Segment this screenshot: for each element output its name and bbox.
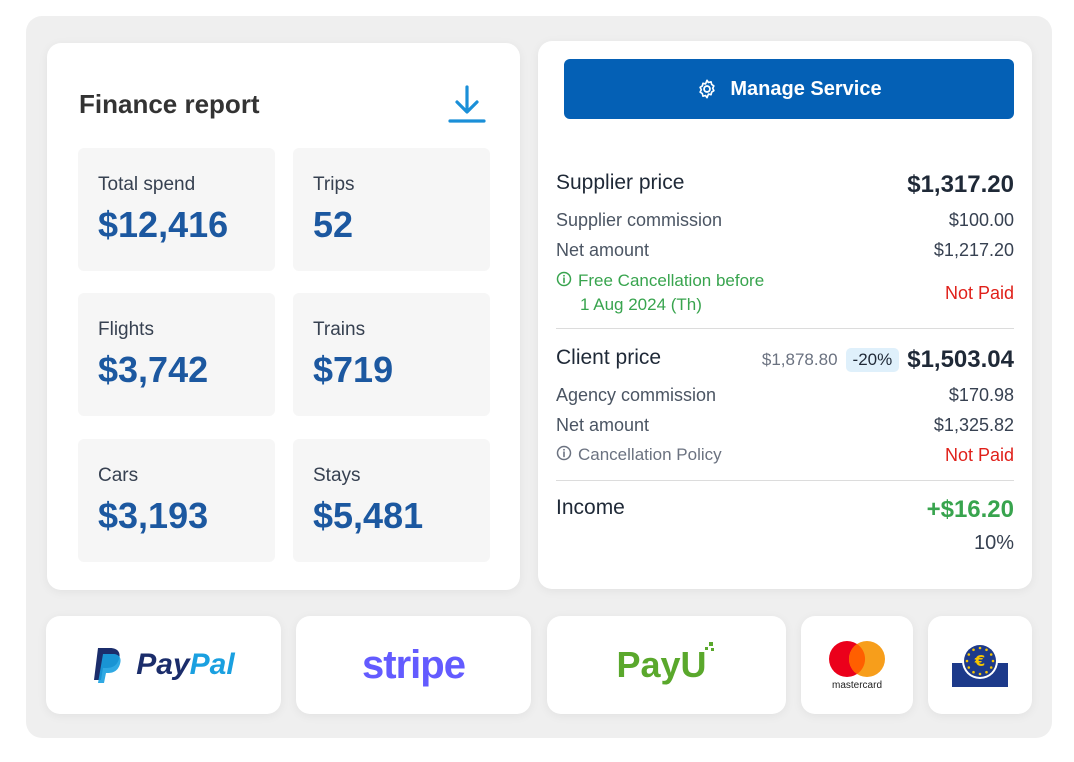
- supplier-net-value: $1,217.20: [933, 240, 1014, 260]
- download-icon[interactable]: [447, 83, 487, 127]
- paypal-icon: [94, 648, 121, 683]
- tile-value: $3,742: [98, 349, 209, 390]
- mastercard-logo-card: mastercard: [801, 616, 913, 714]
- svg-text:€: €: [974, 652, 985, 670]
- paypal-text-b: Pal: [189, 648, 235, 681]
- client-net-value: $1,325.82: [933, 415, 1014, 435]
- euro-bank-icon: €: [952, 643, 1008, 687]
- tile-stays: Stays $5,481: [293, 439, 490, 562]
- supplier-status-badge: Not Paid: [944, 283, 1014, 303]
- supplier-net-row: Net amount $1,217.20: [556, 240, 1014, 264]
- income-value: +$16.20: [926, 496, 1014, 523]
- tile-value: $12,416: [98, 204, 229, 245]
- client-price-value: $1,503.04: [907, 346, 1014, 373]
- info-icon: [556, 445, 572, 461]
- income-percent: 10%: [973, 532, 1014, 554]
- client-price-row: Client price $1,878.80 -20% $1,503.04: [556, 346, 1014, 376]
- free-cancellation-row: Free Cancellation before 1 Aug 2024 (Th)…: [556, 269, 1014, 319]
- tile-label: Trains: [313, 319, 366, 340]
- divider: [556, 328, 1014, 329]
- stripe-logo: stripe: [362, 642, 466, 687]
- manage-service-button[interactable]: Manage Service: [564, 59, 1014, 119]
- supplier-price-label: Supplier price: [556, 171, 685, 194]
- mastercard-text: mastercard: [831, 679, 882, 691]
- tile-flights: Flights $3,742: [78, 293, 275, 416]
- tile-total-spend: Total spend $12,416: [78, 148, 275, 271]
- paypal-logo-card: PayPal: [46, 616, 281, 714]
- info-icon: [556, 271, 572, 287]
- income-label: Income: [556, 496, 625, 519]
- cancellation-policy-row: Cancellation Policy Not Paid: [556, 445, 1014, 469]
- gear-icon: [699, 79, 716, 99]
- free-cancellation-note[interactable]: Free Cancellation before 1 Aug 2024 (Th): [556, 269, 764, 317]
- tile-trains: Trains $719: [293, 293, 490, 416]
- supplier-commission-row: Supplier commission $100.00: [556, 210, 1014, 234]
- finance-report-card: Finance report Total spend $12,416 Trips…: [47, 43, 520, 590]
- mastercard-icon: [829, 640, 885, 677]
- client-status-badge: Not Paid: [944, 445, 1014, 465]
- free-cancellation-line2: 1 Aug 2024 (Th): [580, 295, 702, 314]
- manage-service-label: Manage Service: [730, 77, 882, 100]
- discount-badge: -20%: [845, 348, 900, 372]
- cancellation-policy-link[interactable]: Cancellation Policy: [556, 445, 722, 465]
- tile-label: Cars: [98, 465, 139, 486]
- supplier-price-row: Supplier price $1,317.20: [556, 171, 1014, 201]
- client-original-price: $1,878.80: [761, 350, 838, 369]
- payu-logo: PayU: [616, 644, 707, 685]
- tile-value: 52: [313, 204, 354, 245]
- tile-value: $5,481: [313, 495, 424, 536]
- supplier-commission-value: $100.00: [948, 210, 1014, 230]
- divider: [556, 480, 1014, 481]
- tile-value: $719: [313, 349, 394, 390]
- stripe-logo-card: stripe: [296, 616, 531, 714]
- cancellation-policy-label: Cancellation Policy: [578, 445, 722, 464]
- tile-value: $3,193: [98, 495, 209, 536]
- client-net-label: Net amount: [556, 415, 650, 435]
- finance-report-title: Finance report: [79, 89, 260, 119]
- tile-label: Trips: [313, 174, 355, 195]
- income-row: Income +$16.20 10%: [556, 496, 1014, 556]
- tile-trips: Trips 52: [293, 148, 490, 271]
- payu-logo-card: PayU: [547, 616, 786, 714]
- euro-logo-card: €: [928, 616, 1032, 714]
- agency-commission-label: Agency commission: [556, 385, 717, 405]
- tile-cars: Cars $3,193: [78, 439, 275, 562]
- supplier-price-value: $1,317.20: [907, 171, 1014, 198]
- tile-label: Flights: [98, 319, 154, 340]
- supplier-commission-label: Supplier commission: [556, 210, 723, 230]
- tile-label: Stays: [313, 465, 361, 486]
- client-net-row: Net amount $1,325.82: [556, 415, 1014, 439]
- pricing-card: Manage Service Supplier price $1,317.20 …: [538, 41, 1032, 589]
- agency-commission-value: $170.98: [948, 385, 1014, 405]
- free-cancellation-line1: Free Cancellation before: [578, 271, 765, 290]
- payu-accent-icon: [704, 642, 714, 651]
- supplier-net-label: Net amount: [556, 240, 650, 260]
- client-price-label: Client price: [556, 346, 662, 369]
- paypal-text-a: Pay: [136, 648, 190, 681]
- tile-label: Total spend: [98, 174, 196, 195]
- agency-commission-row: Agency commission $170.98: [556, 385, 1014, 409]
